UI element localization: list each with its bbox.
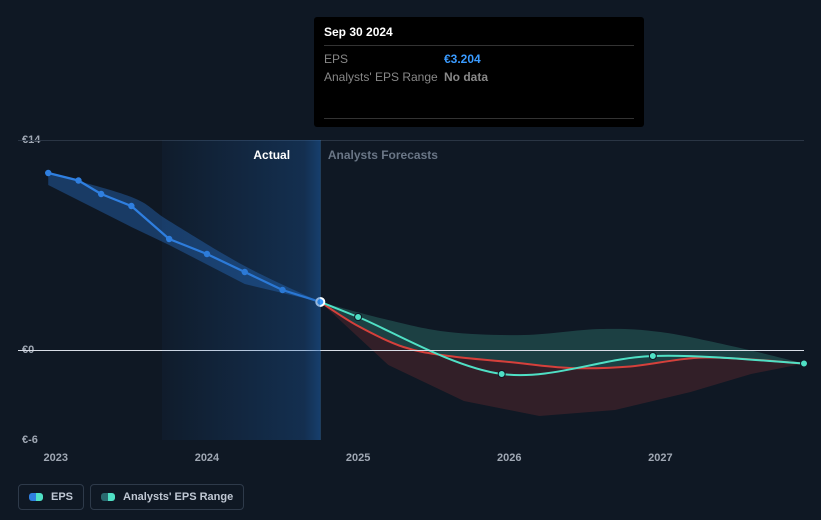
x-axis-label: 2026	[497, 452, 521, 464]
eps-marker	[45, 170, 51, 176]
analyst-marker	[649, 353, 656, 360]
tooltip-row-label: Analysts' EPS Range	[324, 70, 444, 84]
x-axis-label: 2025	[346, 452, 370, 464]
tooltip-date: Sep 30 2024	[324, 25, 634, 46]
analyst-marker	[498, 371, 505, 378]
tooltip-row-label: EPS	[324, 52, 444, 66]
analyst-marker	[355, 314, 362, 321]
chart-top-border	[18, 140, 804, 141]
eps-marker	[98, 191, 104, 197]
x-axis-label: 2027	[648, 452, 672, 464]
tooltip-row-value: €3.204	[444, 52, 481, 66]
legend-swatch-icon	[29, 493, 43, 501]
eps-marker	[128, 203, 134, 209]
analyst-marker	[801, 360, 808, 367]
crosshair-line	[320, 140, 321, 440]
region-label-forecast: Analysts Forecasts	[328, 148, 438, 162]
region-label-actual: Actual	[253, 148, 290, 162]
x-axis-label: 2023	[44, 452, 68, 464]
legend-swatch-icon	[101, 493, 115, 501]
tooltip-row-value: No data	[444, 70, 488, 84]
tooltip-divider	[324, 118, 634, 119]
legend-item[interactable]: Analysts' EPS Range	[90, 484, 244, 510]
eps-chart[interactable]: €14€0€-620232024202520262027ActualAnalys…	[18, 120, 804, 440]
highlight-band	[162, 140, 321, 440]
eps-marker	[75, 177, 81, 183]
legend-item[interactable]: EPS	[18, 484, 84, 510]
zero-line	[18, 350, 804, 351]
tooltip-row: Analysts' EPS RangeNo data	[324, 68, 634, 86]
legend-label: Analysts' EPS Range	[123, 491, 233, 503]
y-axis-label: €-6	[22, 434, 38, 446]
x-axis-label: 2024	[195, 452, 219, 464]
legend-label: EPS	[51, 491, 73, 503]
chart-legend: EPS Analysts' EPS Range	[18, 484, 244, 510]
chart-tooltip: Sep 30 2024 EPS€3.204Analysts' EPS Range…	[314, 17, 644, 127]
chart-plot-area[interactable]	[18, 120, 804, 440]
tooltip-row: EPS€3.204	[324, 50, 634, 68]
